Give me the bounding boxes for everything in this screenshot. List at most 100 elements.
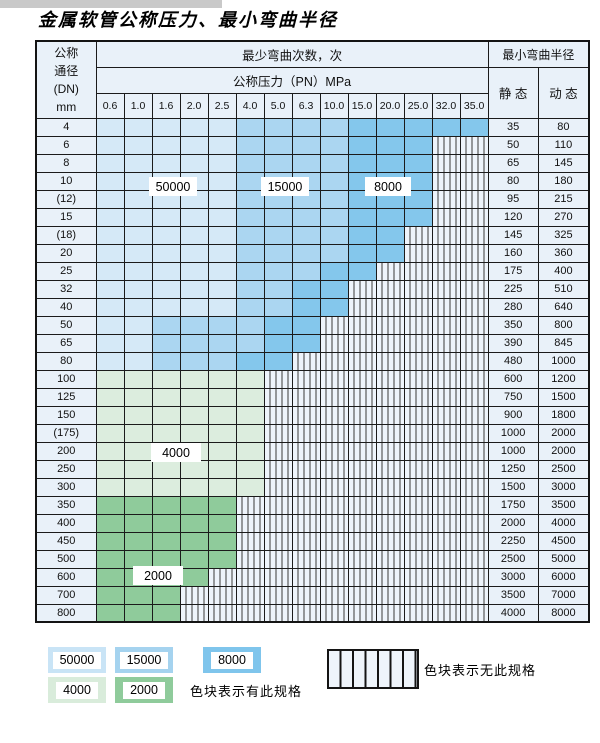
grid-cell-available — [207, 369, 237, 389]
grid-cell-available — [207, 153, 237, 173]
grid-cell-unavailable — [319, 495, 349, 515]
grid-cell-unavailable — [459, 315, 489, 335]
grid-cell-available — [123, 279, 153, 299]
grid-cell-available — [179, 423, 209, 443]
dynamic-radius-cell: 3000 — [537, 477, 590, 497]
min-bend-radius-header: 最小弯曲半径 — [487, 40, 590, 68]
grid-cell-available — [347, 261, 377, 281]
table-row-dn-100: 100 600 1200 — [35, 369, 590, 389]
grid-cell-available — [123, 315, 153, 335]
grid-cell-available — [291, 261, 321, 281]
grid-cell-unavailable — [375, 423, 405, 443]
grid-cell-unavailable — [459, 243, 489, 263]
header-row-3: 0.6 1.0 1.6 2.0 2.5 4.0 5.0 6.3 10.0 15.0 20.0 25.0… — [36, 92, 589, 119]
dynamic-radius-cell: 80 — [537, 117, 590, 137]
grid-cell-unavailable — [375, 585, 405, 605]
pressure-tick-1.0: 1.0 — [123, 92, 153, 119]
legend-swatch-2000: 2000 — [115, 677, 173, 703]
pressure-tick-2.0: 2.0 — [179, 92, 209, 119]
static-radius-cell: 2250 — [487, 531, 539, 551]
grid-cell-available — [179, 567, 209, 587]
dynamic-column-header: 动 态 — [537, 66, 590, 119]
grid-cell-unavailable — [431, 189, 461, 209]
grid-cell-unavailable — [375, 513, 405, 533]
grid-cell-unavailable — [347, 513, 377, 533]
grid-cell-available — [235, 441, 265, 461]
grid-cell-available — [291, 297, 321, 317]
grid-cell-unavailable — [431, 531, 461, 551]
grid-cell-unavailable — [263, 477, 293, 497]
grid-cell-unavailable — [263, 567, 293, 587]
grid-cell-unavailable — [375, 441, 405, 461]
grid-cell-available — [207, 549, 237, 569]
dn-cell: 100 — [35, 369, 97, 389]
grid-cell-unavailable — [375, 549, 405, 569]
grid-cell-unavailable — [347, 549, 377, 569]
dynamic-radius-cell: 845 — [537, 333, 590, 353]
static-radius-cell: 3500 — [487, 585, 539, 605]
static-radius-cell: 480 — [487, 351, 539, 371]
grid-cell-available — [179, 387, 209, 407]
grid-cell-unavailable — [263, 423, 293, 443]
grid-cell-unavailable — [459, 351, 489, 371]
grid-cell-available — [291, 135, 321, 155]
grid-cell-available — [95, 585, 125, 605]
grid-cell-unavailable — [319, 513, 349, 533]
grid-cell-unavailable — [263, 441, 293, 461]
grid-cell-unavailable — [431, 261, 461, 281]
grid-cell-unavailable — [403, 387, 433, 407]
grid-cell-available — [151, 369, 181, 389]
grid-cell-available — [235, 117, 265, 137]
grid-cell-unavailable — [291, 423, 321, 443]
pressure-header: 公称压力（PN）MPa — [95, 66, 489, 94]
grid-cell-available — [123, 531, 153, 551]
grid-cell-available — [179, 243, 209, 263]
table-row-dn-400: 400 2000 4000 — [35, 513, 590, 533]
grid-cell-available — [95, 513, 125, 533]
grid-cell-available — [179, 117, 209, 137]
grid-cell-available — [347, 207, 377, 227]
grid-cell-available — [291, 225, 321, 245]
dynamic-radius-cell: 400 — [537, 261, 590, 281]
grid-cell-available — [123, 171, 153, 191]
grid-cell-unavailable — [347, 441, 377, 461]
grid-cell-unavailable — [263, 369, 293, 389]
grid-cell-unavailable — [375, 387, 405, 407]
grid-cell-available — [151, 549, 181, 569]
dn-cell: 25 — [35, 261, 97, 281]
static-column-header: 静 态 — [487, 66, 539, 119]
grid-cell-available — [179, 459, 209, 479]
static-radius-cell: 390 — [487, 333, 539, 353]
grid-cell-unavailable — [403, 423, 433, 443]
dynamic-radius-cell: 4500 — [537, 531, 590, 551]
grid-cell-available — [95, 207, 125, 227]
spec-table-body: 4 35 80 6 50 110 8 65 145 10 80 180 (12) 95 215 15 120 27… — [35, 117, 590, 623]
grid-cell-available — [123, 441, 153, 461]
table-row-dn-300: 300 1500 3000 — [35, 477, 590, 497]
grid-cell-unavailable — [431, 225, 461, 245]
grid-cell-available — [319, 279, 349, 299]
pressure-tick-0.6: 0.6 — [95, 92, 125, 119]
table-row-dn-250: 250 1250 2500 — [35, 459, 590, 479]
grid-cell-available — [263, 261, 293, 281]
grid-cell-available — [151, 207, 181, 227]
grid-cell-available — [95, 567, 125, 587]
grid-cell-unavailable — [347, 585, 377, 605]
dynamic-radius-cell: 215 — [537, 189, 590, 209]
legend-swatch-value: 50000 — [52, 651, 102, 669]
dynamic-radius-cell: 1000 — [537, 351, 590, 371]
pressure-tick-6.3: 6.3 — [291, 92, 321, 119]
grid-cell-available — [235, 207, 265, 227]
static-radius-cell: 1500 — [487, 477, 539, 497]
grid-cell-available — [95, 153, 125, 173]
table-row-dn-700: 700 3500 7000 — [35, 585, 590, 605]
dynamic-radius-cell: 800 — [537, 315, 590, 335]
pressure-tick-35.0: 35.0 — [459, 92, 489, 119]
table-row-dn-50: 50 350 800 — [35, 315, 590, 335]
grid-cell-unavailable — [347, 369, 377, 389]
grid-cell-available — [151, 405, 181, 425]
grid-cell-available — [179, 225, 209, 245]
static-radius-cell: 3000 — [487, 567, 539, 587]
grid-cell-available — [207, 279, 237, 299]
dn-cell: 50 — [35, 315, 97, 335]
